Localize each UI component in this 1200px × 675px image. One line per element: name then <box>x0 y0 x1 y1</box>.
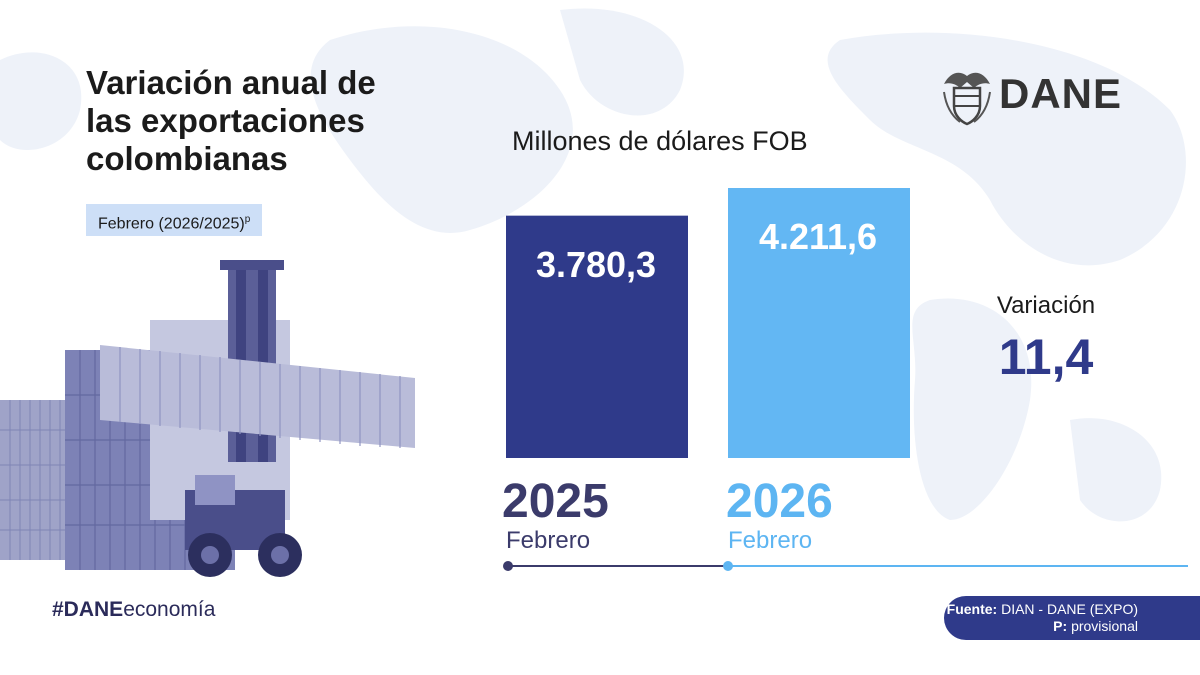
bar-2026 <box>728 188 910 458</box>
variation-label: Variación <box>996 292 1096 319</box>
provisional-line: P: provisional <box>944 618 1138 635</box>
period-text: Febrero (2026/2025) <box>98 215 245 233</box>
bar-value-label-2026: 4.211,6 <box>758 216 878 257</box>
title-line-1: Variación anual de <box>86 64 376 101</box>
source-note: Fuente: DIAN - DANE (EXPO) P: provisiona… <box>944 596 1200 640</box>
period-superscript: p <box>244 214 251 225</box>
dane-logo: DANE <box>936 66 1136 128</box>
bar-2025 <box>506 215 688 458</box>
source-label: Fuente: <box>946 601 998 617</box>
logo-wordmark: DANE <box>999 70 1123 117</box>
provisional-label: P: <box>1053 618 1068 634</box>
hashtag: #DANEeconomía <box>52 598 215 622</box>
category-sublabel-2026: Febrero <box>728 527 813 554</box>
category-sublabel-2025: Febrero <box>506 527 591 554</box>
timeline-dot-2026 <box>723 561 733 571</box>
coat-of-arms-icon <box>943 72 991 126</box>
title-line-2: las exportaciones <box>86 102 365 139</box>
source-line: Fuente: DIAN - DANE (EXPO) <box>944 601 1138 618</box>
provisional-text: provisional <box>1071 618 1138 634</box>
source-text: DIAN - DANE (EXPO) <box>1001 601 1138 617</box>
page-title: Variación anual de las exportaciones col… <box>86 64 446 178</box>
category-label-2026: 2026 <box>726 475 833 528</box>
category-label-2025: 2025 <box>502 475 609 528</box>
period-badge: Febrero (2026/2025)p <box>86 204 263 236</box>
hashtag-rest: economía <box>123 598 216 621</box>
hashtag-bold: #DANE <box>52 598 124 621</box>
timeline-dot-2025 <box>503 561 513 571</box>
bar-value-label-2025: 3.780,3 <box>535 243 657 285</box>
container-yard-illustration <box>0 260 415 577</box>
title-line-3: colombianas <box>86 140 288 177</box>
chart-title: Millones de dólares FOB <box>512 126 808 156</box>
variation-value: 11,4 <box>998 329 1094 385</box>
